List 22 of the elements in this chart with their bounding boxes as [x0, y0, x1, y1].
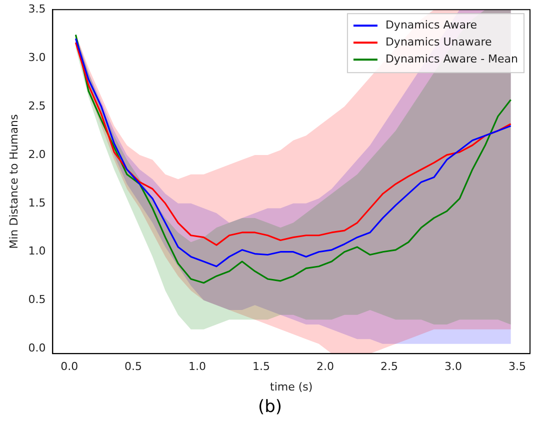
legend-label: Dynamics Unaware [385, 35, 492, 48]
x-tick-label: 2.0 [316, 360, 334, 374]
text: (b) [256, 397, 284, 417]
x-tick-label: 0.5 [124, 360, 142, 374]
x-tick-label: 0.0 [60, 360, 78, 374]
x-tick-label: 1.5 [252, 360, 270, 374]
y-axis-title: Min Distance to Humans [7, 114, 20, 249]
x-tick-label: 1.0 [188, 360, 206, 374]
legend-label: Dynamics Aware - Mean [385, 52, 518, 66]
y-tick-label: 2.5 [28, 99, 46, 112]
legend-label: Dynamics Aware [385, 18, 478, 32]
y-tick-label: 3.5 [28, 2, 46, 16]
y-tick-label: 1.5 [28, 196, 46, 210]
y-tick-label: 0.0 [28, 342, 46, 355]
y-tick-label: 2.0 [28, 148, 46, 161]
x-axis-title: time (s) [270, 380, 313, 394]
x-tick-label: 2.5 [380, 360, 398, 374]
y-tick-label: 0.5 [28, 293, 46, 306]
x-tick-label: 3.0 [444, 360, 462, 374]
x-tick-label: 3.5 [508, 360, 526, 374]
y-tick-label: 1.0 [28, 244, 46, 258]
y-tick-label: 3.0 [28, 50, 46, 64]
